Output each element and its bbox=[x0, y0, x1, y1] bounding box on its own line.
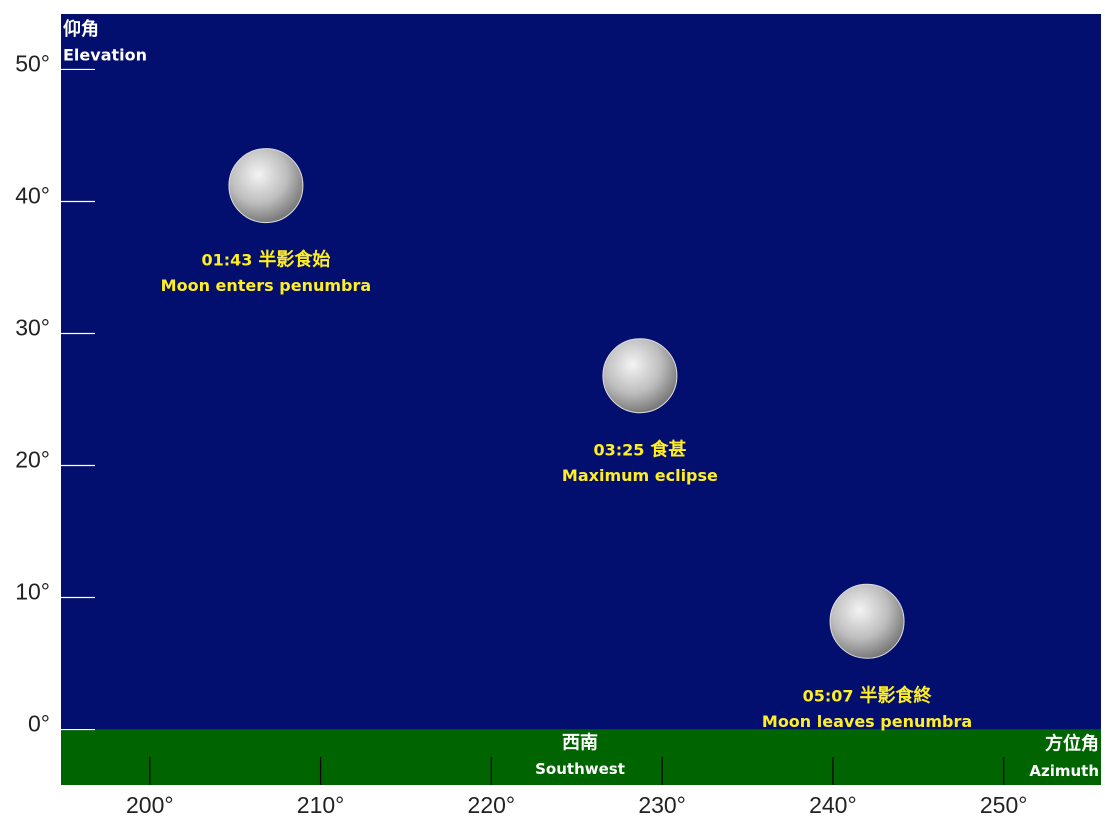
x-tick-label: 220° bbox=[468, 792, 516, 818]
x-label-zh: 方位角 bbox=[1045, 733, 1099, 755]
y-label-en: Elevation bbox=[63, 46, 147, 65]
moon bbox=[602, 338, 678, 414]
ground-label-zh: 西南 bbox=[562, 732, 598, 754]
annotation-time: 03:25 bbox=[593, 440, 644, 459]
moon bbox=[829, 583, 905, 659]
y-label-zh: 仰角 bbox=[63, 18, 99, 40]
annotation-title: 03:25 食甚 bbox=[593, 439, 686, 461]
annotation-en: Moon leaves penumbra bbox=[762, 712, 972, 731]
annotation-zh: 食甚 bbox=[649, 439, 686, 461]
y-tick-label: 20° bbox=[15, 447, 50, 473]
annotation-time: 01:43 bbox=[201, 250, 252, 269]
annotation-title: 05:07 半影食終 bbox=[803, 684, 933, 706]
x-tick-label: 240° bbox=[809, 792, 857, 818]
annotation-zh: 半影食終 bbox=[860, 684, 933, 706]
x-tick-label: 250° bbox=[980, 792, 1028, 818]
annotation-time: 05:07 bbox=[803, 686, 854, 705]
y-tick-label: 40° bbox=[15, 183, 50, 209]
y-tick-label: 0° bbox=[28, 711, 50, 737]
y-tick-label: 10° bbox=[15, 579, 50, 605]
ground-label-en: Southwest bbox=[535, 760, 625, 778]
marks: 0° 10° 20° 30° 40° 50° 200° 210° 220° 230° 240° 250… bbox=[15, 18, 1099, 818]
y-tick-label: 30° bbox=[15, 315, 50, 341]
x-tick-label: 200° bbox=[126, 792, 174, 818]
moon bbox=[228, 148, 304, 224]
annotation-zh: 半影食始 bbox=[258, 249, 330, 271]
x-label-en: Azimuth bbox=[1029, 762, 1099, 780]
annotation-title: 01:43 半影食始 bbox=[201, 249, 330, 271]
plot-area bbox=[61, 14, 1101, 785]
y-tick-label: 50° bbox=[15, 51, 50, 77]
annotation-en: Maximum eclipse bbox=[562, 466, 718, 485]
annotation-en: Moon enters penumbra bbox=[161, 276, 372, 295]
x-tick-label: 230° bbox=[638, 792, 686, 818]
sky bbox=[61, 14, 1101, 730]
ground bbox=[61, 729, 1101, 785]
x-tick-label: 210° bbox=[297, 792, 345, 818]
